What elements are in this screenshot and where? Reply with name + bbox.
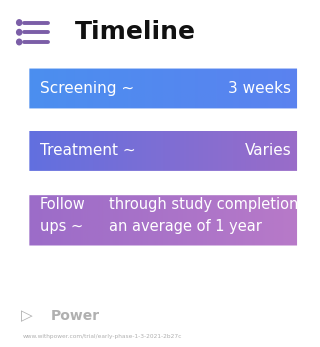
Text: Treatment ~: Treatment ~ (40, 143, 136, 159)
Circle shape (17, 39, 22, 45)
Text: Follow
ups ~: Follow ups ~ (40, 196, 86, 234)
Text: 3 weeks: 3 weeks (228, 81, 291, 96)
Text: www.withpower.com/trial/early-phase-1-3-2021-2b27c: www.withpower.com/trial/early-phase-1-3-… (22, 334, 182, 339)
Circle shape (17, 29, 22, 35)
Text: Varies: Varies (244, 143, 291, 159)
Circle shape (17, 20, 22, 25)
Text: Power: Power (51, 309, 100, 323)
Text: ▷: ▷ (21, 308, 33, 323)
Text: through study completion,
an average of 1 year: through study completion, an average of … (109, 196, 303, 234)
Text: Timeline: Timeline (75, 20, 196, 44)
Text: Screening ~: Screening ~ (40, 81, 134, 96)
